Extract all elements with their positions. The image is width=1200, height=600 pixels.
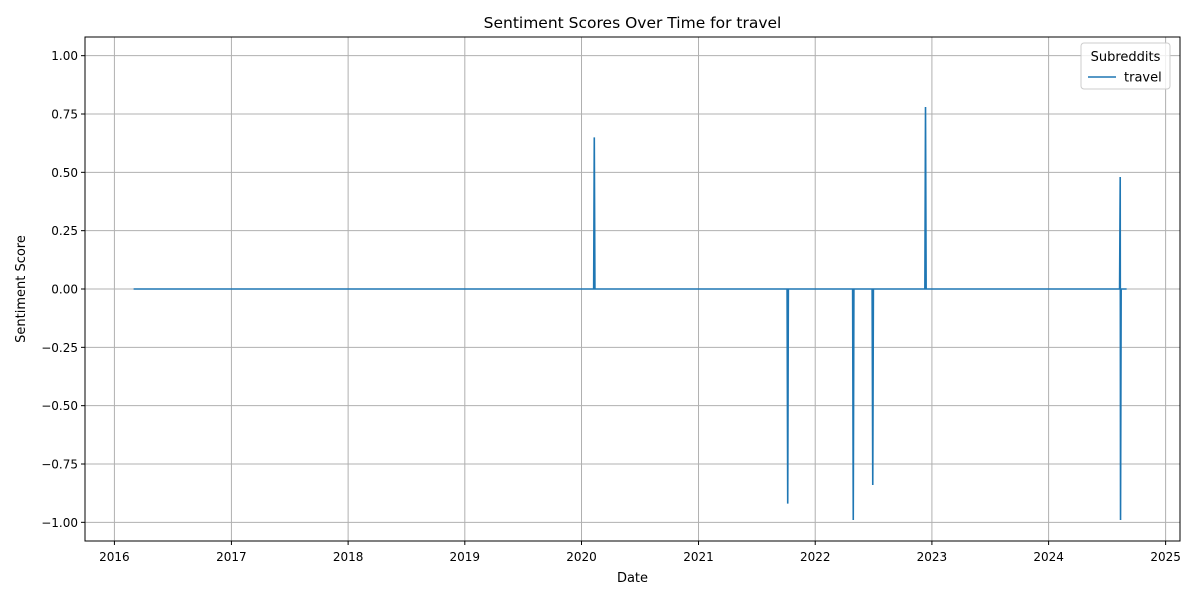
x-tick-label: 2020 <box>566 550 597 564</box>
y-tick-label: −1.00 <box>41 516 78 530</box>
y-tick-label: −0.25 <box>41 341 78 355</box>
x-tick-label: 2018 <box>333 550 364 564</box>
series-layer <box>133 106 1127 521</box>
y-tick-label: 0.75 <box>51 108 78 122</box>
x-tick-label: 2017 <box>216 550 247 564</box>
legend: Subreddits travel <box>1080 42 1171 90</box>
y-tick-label: 1.00 <box>51 49 78 63</box>
x-tick-label: 2016 <box>99 550 130 564</box>
series-line-travel <box>133 106 1127 521</box>
y-tick-label: 0.00 <box>51 283 78 297</box>
x-tick-label: 2022 <box>800 550 831 564</box>
y-tick-label: −0.50 <box>41 399 78 413</box>
y-tick-label: −0.75 <box>41 458 78 472</box>
x-tick-label: 2023 <box>917 550 948 564</box>
x-axis-ticks: 2016 2017 2018 2019 2020 2021 2022 2023 2024 2025 <box>99 541 1181 564</box>
y-tick-label: 0.25 <box>51 224 78 238</box>
x-tick-label: 2025 <box>1150 550 1181 564</box>
legend-entry-travel: travel <box>1124 71 1162 86</box>
x-tick-label: 2024 <box>1033 550 1064 564</box>
legend-title: Subreddits <box>1091 50 1161 65</box>
chart-title: Sentiment Scores Over Time for travel <box>484 14 782 32</box>
y-tick-label: 0.50 <box>51 166 78 180</box>
y-axis-ticks: 1.00 0.75 0.50 0.25 0.00 −0.25 −0.50 −0.75 −1.00 <box>41 49 85 530</box>
grid <box>85 37 1180 541</box>
x-axis-label: Date <box>617 571 648 586</box>
x-tick-label: 2021 <box>683 550 714 564</box>
y-axis-label: Sentiment Score <box>14 235 29 343</box>
x-tick-label: 2019 <box>450 550 481 564</box>
